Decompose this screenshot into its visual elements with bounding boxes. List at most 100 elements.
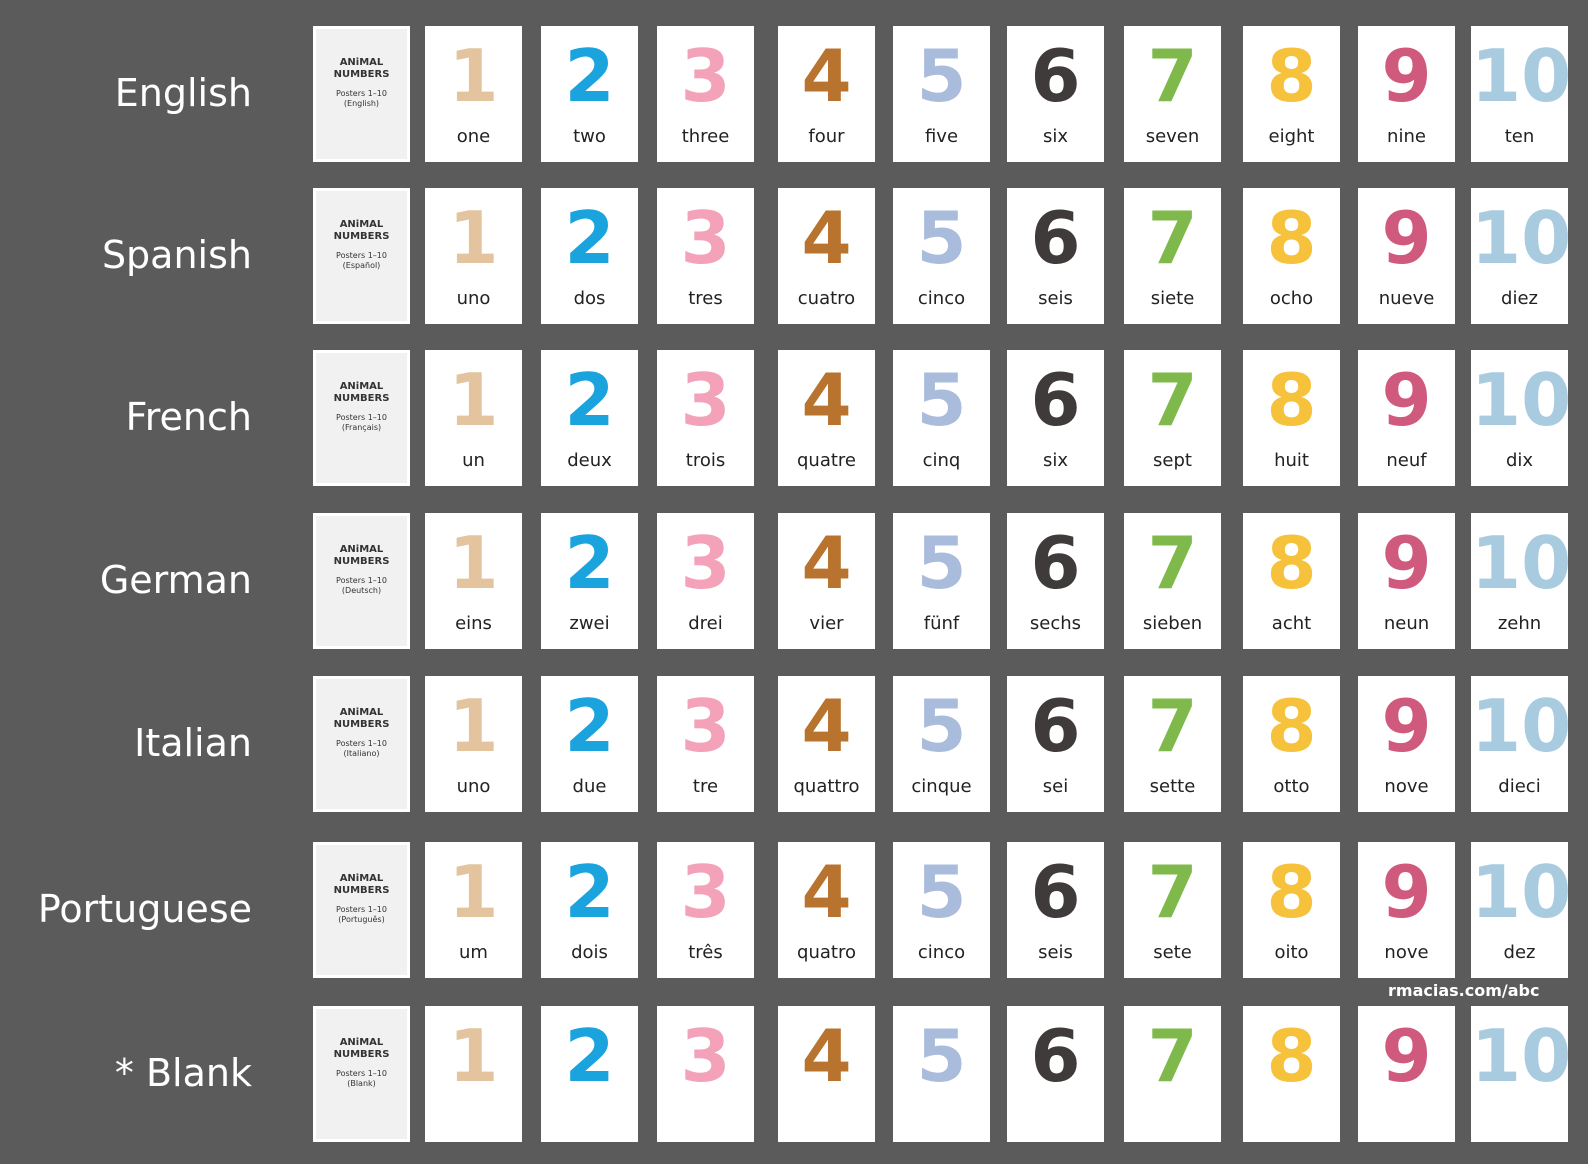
cover-text: ANiMAL NUMBERS Posters 1–10 (Italiano)	[316, 679, 407, 759]
number-card: 7	[1124, 1006, 1221, 1142]
number-word: uno	[456, 776, 491, 797]
number-digit: 2	[564, 34, 615, 118]
number-digit: 10	[1471, 358, 1572, 442]
number-word: sette	[1149, 776, 1196, 797]
number-card: 8	[1243, 1006, 1340, 1142]
number-digit: 7	[1147, 850, 1198, 934]
cover-edition: (Português)	[338, 915, 385, 924]
cover-subtitle: Posters 1–10	[336, 251, 387, 260]
cover-card: ANiMAL NUMBERS Posters 1–10 (Español)	[313, 188, 410, 324]
number-digit: 6	[1030, 684, 1081, 768]
number-card: 7 sete	[1124, 842, 1221, 978]
number-digit: 8	[1266, 358, 1317, 442]
number-digit: 6	[1030, 358, 1081, 442]
number-word: uno	[456, 288, 491, 309]
number-digit: 3	[680, 1014, 731, 1098]
number-digit: 9	[1381, 684, 1432, 768]
number-digit: 1	[448, 196, 499, 280]
cover-card: ANiMAL NUMBERS Posters 1–10 (Français)	[313, 350, 410, 486]
language-label: Portuguese	[37, 887, 252, 931]
number-card: 7 sette	[1124, 676, 1221, 812]
number-word: two	[573, 126, 606, 147]
number-card: 8 oito	[1243, 842, 1340, 978]
number-card: 5	[893, 1006, 990, 1142]
cover-title: ANiMAL	[339, 873, 384, 884]
number-card: 4 cuatro	[778, 188, 875, 324]
number-word: seven	[1145, 126, 1200, 147]
number-digit: 1	[448, 1014, 499, 1098]
number-word: cinco	[917, 288, 966, 309]
cover-title: ANiMAL	[339, 707, 384, 718]
cover-title: NUMBERS	[333, 69, 390, 80]
number-digit: 4	[801, 34, 852, 118]
number-card: 1 um	[425, 842, 522, 978]
number-card: 8 ocho	[1243, 188, 1340, 324]
cover-text: ANiMAL NUMBERS Posters 1–10 (Português)	[316, 845, 407, 925]
number-digit: 1	[448, 358, 499, 442]
number-word: um	[459, 942, 488, 963]
cover-title: NUMBERS	[333, 393, 390, 404]
number-digit: 2	[564, 358, 615, 442]
number-card: 6 six	[1007, 26, 1104, 162]
number-word: nove	[1384, 942, 1429, 963]
language-label: Spanish	[101, 233, 252, 277]
number-word: cuatro	[797, 288, 856, 309]
number-word: one	[456, 126, 491, 147]
number-digit: 4	[801, 196, 852, 280]
number-digit: 4	[801, 1014, 852, 1098]
number-word: neun	[1383, 613, 1430, 634]
number-card: 9	[1358, 1006, 1455, 1142]
number-digit: 4	[801, 850, 852, 934]
number-digit: 5	[916, 684, 967, 768]
number-card: 9 nove	[1358, 842, 1455, 978]
number-digit: 5	[916, 196, 967, 280]
cover-card: ANiMAL NUMBERS Posters 1–10 (Blank)	[313, 1006, 410, 1142]
number-word: ten	[1504, 126, 1535, 147]
number-card: 1 uno	[425, 188, 522, 324]
number-card: 6 seis	[1007, 188, 1104, 324]
number-card: 9 neun	[1358, 513, 1455, 649]
number-digit: 3	[680, 850, 731, 934]
number-word: ocho	[1269, 288, 1314, 309]
number-card: 2 dois	[541, 842, 638, 978]
number-digit: 6	[1030, 34, 1081, 118]
number-card: 1	[425, 1006, 522, 1142]
number-word: nine	[1387, 126, 1426, 147]
number-word: fünf	[923, 613, 960, 634]
number-word: five	[924, 126, 959, 147]
number-digit: 3	[680, 196, 731, 280]
number-digit: 10	[1471, 196, 1572, 280]
number-word: sete	[1153, 942, 1192, 963]
number-digit: 8	[1266, 34, 1317, 118]
number-digit: 2	[564, 684, 615, 768]
number-word: zwei	[569, 613, 610, 634]
number-word: quatre	[796, 450, 856, 471]
number-digit: 2	[564, 850, 615, 934]
number-digit: 9	[1381, 358, 1432, 442]
number-word: cinq	[922, 450, 961, 471]
cover-title: ANiMAL	[339, 219, 384, 230]
number-digit: 1	[448, 521, 499, 605]
number-card: 10 dez	[1471, 842, 1571, 978]
number-digit: 6	[1030, 1014, 1081, 1098]
cover-title: NUMBERS	[333, 1049, 390, 1060]
number-card: 5 cinco	[893, 188, 990, 324]
number-digit: 9	[1381, 1014, 1432, 1098]
number-digit: 9	[1381, 196, 1432, 280]
cover-card: ANiMAL NUMBERS Posters 1–10 (Italiano)	[313, 676, 410, 812]
number-word: dieci	[1498, 776, 1541, 797]
cover-edition: (Italiano)	[343, 749, 380, 758]
cover-text: ANiMAL NUMBERS Posters 1–10 (Français)	[316, 353, 407, 433]
cover-card: ANiMAL NUMBERS Posters 1–10 (Português)	[313, 842, 410, 978]
number-card: 6	[1007, 1006, 1104, 1142]
number-card: 2 two	[541, 26, 638, 162]
number-card: 5 cinq	[893, 350, 990, 486]
cover-text: ANiMAL NUMBERS Posters 1–10 (Español)	[316, 191, 407, 271]
number-digit: 10	[1471, 684, 1572, 768]
number-card: 5 cinque	[893, 676, 990, 812]
number-card: 9 nove	[1358, 676, 1455, 812]
number-word: trois	[685, 450, 726, 471]
number-word: eins	[455, 613, 492, 634]
number-word: nueve	[1378, 288, 1435, 309]
number-digit: 5	[916, 521, 967, 605]
